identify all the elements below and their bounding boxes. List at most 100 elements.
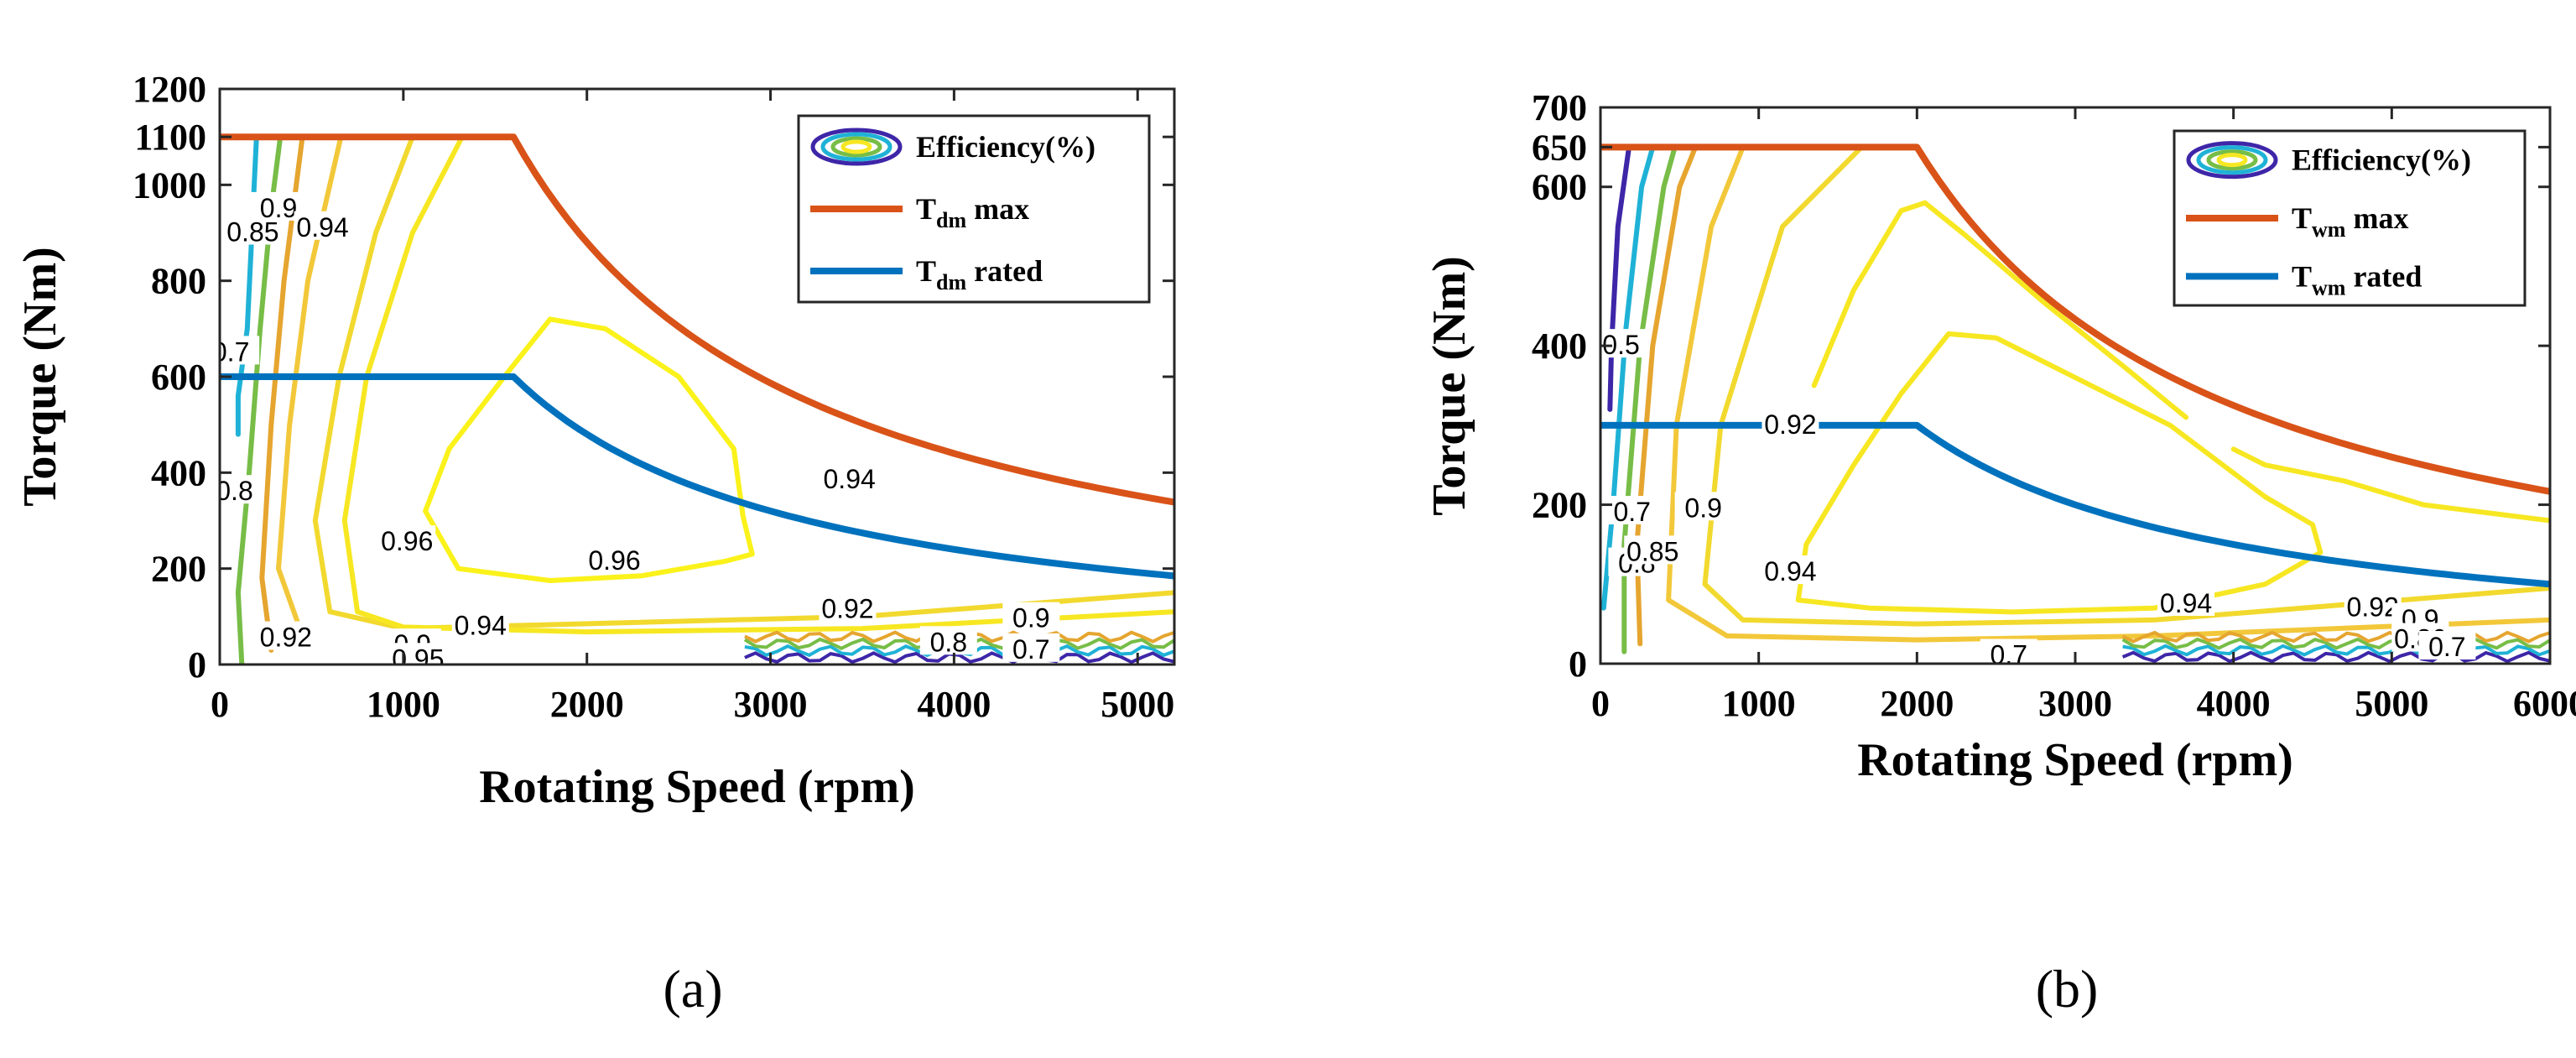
contour-ripple bbox=[2121, 630, 2550, 644]
y-tick-label: 200 bbox=[1532, 485, 1587, 526]
contour-label: 0.7 bbox=[1991, 640, 2027, 670]
y-tick-label: 400 bbox=[1532, 326, 1587, 367]
legend-suffix: rated bbox=[966, 254, 1043, 288]
contour-label: 0.92 bbox=[2347, 592, 2399, 623]
contour-label: 0.94 bbox=[296, 212, 348, 242]
contour-label: 0.8 bbox=[930, 627, 967, 657]
y-tick-label: 800 bbox=[151, 261, 206, 302]
y-tick-label: 600 bbox=[151, 357, 206, 398]
legend-subscript: dm bbox=[936, 208, 966, 232]
contour-label: 0.94 bbox=[1764, 556, 1816, 586]
plot-contents: 0.50.70.80.850.90.920.940.940.920.90.70.… bbox=[1600, 143, 2550, 670]
y-tick-label: 1100 bbox=[134, 117, 206, 158]
legend-contour-icon bbox=[2186, 141, 2278, 180]
contour-label: 0.7 bbox=[1012, 634, 1049, 665]
y-tick-label: 650 bbox=[1532, 127, 1587, 168]
x-tick-label: 1000 bbox=[367, 684, 440, 725]
contour-label: 0.7 bbox=[2428, 632, 2465, 662]
contour-label-bg bbox=[451, 609, 509, 638]
contour-label: 0.8 bbox=[216, 476, 252, 506]
contour-label: 0.7 bbox=[1613, 497, 1650, 527]
contour-line-0-9 bbox=[1666, 144, 2550, 643]
plot-contents: 0.70.80.850.90.940.960.960.940.940.920.9… bbox=[212, 133, 1174, 674]
x-tick-label: 2000 bbox=[550, 684, 624, 725]
contour-label-bg bbox=[1674, 492, 1732, 521]
contour-ripple bbox=[744, 651, 1174, 665]
x-axis-title: Rotating Speed (rpm) bbox=[1857, 734, 2293, 786]
legend-entry-label: Efficiency(%) bbox=[916, 130, 1095, 164]
contour-label-bg bbox=[1762, 555, 1819, 585]
x-tick-label: 3000 bbox=[2038, 683, 2112, 724]
y-tick-label: 600 bbox=[1532, 167, 1587, 208]
max-torque-curve bbox=[220, 133, 1174, 506]
panel-b-chart: 0.50.70.80.850.90.920.940.940.920.90.70.… bbox=[1423, 87, 2576, 786]
contour-label-bg bbox=[2157, 586, 2215, 616]
contour-label-bg bbox=[1980, 638, 2037, 664]
legend-contour-icon bbox=[820, 132, 892, 162]
contour-label-bg bbox=[220, 475, 263, 504]
contour-label: 0.9 bbox=[1012, 603, 1049, 633]
legend-subscript: wm bbox=[2312, 217, 2346, 242]
y-tick-label: 700 bbox=[1532, 87, 1587, 128]
legend-contour-icon bbox=[2196, 145, 2268, 175]
contour-label: 0.9 bbox=[260, 193, 297, 223]
legend-subscript: dm bbox=[936, 270, 966, 294]
legend-entry-label: Twm rated bbox=[2292, 259, 2422, 300]
x-tick-label: 5000 bbox=[2355, 683, 2428, 724]
contour-label-bg bbox=[820, 462, 878, 492]
contour-line-0-96 bbox=[423, 316, 755, 583]
legend-contour-icon bbox=[2206, 149, 2258, 171]
legend-entry-label: Efficiency(%) bbox=[2292, 143, 2471, 177]
y-tick-label: 0 bbox=[188, 644, 206, 685]
contour-label-bg bbox=[1600, 329, 1650, 358]
contour-label-bg bbox=[224, 216, 282, 245]
legend-suffix: max bbox=[966, 192, 1029, 226]
contour-label: 0.94 bbox=[2160, 588, 2212, 618]
contour-label-bg bbox=[585, 545, 643, 574]
contour-label-bg bbox=[1624, 535, 1682, 565]
legend-contour-icon bbox=[2216, 153, 2248, 168]
contour-ripple bbox=[2121, 637, 2550, 650]
contour-ripple bbox=[2122, 644, 2550, 657]
contour-label: 0.95 bbox=[392, 644, 444, 674]
contour-label: 0.92 bbox=[821, 593, 873, 623]
x-axis-title: Rotating Speed (rpm) bbox=[479, 761, 915, 813]
legend-contour-icon bbox=[830, 136, 882, 158]
contour-label: 0.96 bbox=[588, 545, 640, 576]
panel-b-label: (b) bbox=[2036, 959, 2099, 1019]
contour-label-bg bbox=[2418, 631, 2476, 660]
x-tick-label: 2000 bbox=[1880, 683, 1954, 724]
contour-label-bg bbox=[294, 211, 351, 240]
x-tick-label: 4000 bbox=[2197, 683, 2271, 724]
contour-ripple bbox=[2121, 650, 2550, 664]
contour-label-bg bbox=[220, 336, 260, 365]
contour-label: 0.92 bbox=[1764, 409, 1816, 440]
contour-label-bg bbox=[1002, 633, 1060, 662]
contour-line-0-92 bbox=[1702, 144, 2550, 627]
panel-a-label: (a) bbox=[663, 959, 722, 1019]
y-tick-label: 1000 bbox=[133, 164, 206, 206]
contour-label-bg bbox=[378, 525, 436, 555]
contour-line-0-85 bbox=[1634, 144, 1699, 647]
contour-line-0-94 bbox=[1795, 331, 2324, 615]
x-tick-label: 0 bbox=[211, 684, 229, 725]
contour-label-bg bbox=[389, 643, 447, 665]
contour-line-0-94 bbox=[341, 134, 1174, 635]
contour-label: 0.94 bbox=[455, 610, 507, 640]
x-tick-label: 4000 bbox=[917, 684, 991, 725]
rated-torque-curve bbox=[220, 373, 1174, 580]
contour-label: 0.96 bbox=[381, 526, 433, 556]
contour-label-bg bbox=[1762, 408, 1819, 437]
legend-contour-icon bbox=[810, 128, 903, 166]
contour-label: 0.92 bbox=[260, 623, 312, 653]
contour-label: 0.7 bbox=[212, 336, 249, 367]
legend-subscript: wm bbox=[2312, 275, 2346, 300]
x-tick-label: 3000 bbox=[734, 684, 808, 725]
contour-label-bg bbox=[1603, 496, 1661, 525]
rated-torque-curve bbox=[1600, 421, 2550, 588]
x-tick-label: 0 bbox=[1591, 683, 1610, 724]
contour-line-0-94 bbox=[1811, 200, 2189, 420]
y-axis-title: Torque (Nm) bbox=[1423, 256, 1475, 516]
